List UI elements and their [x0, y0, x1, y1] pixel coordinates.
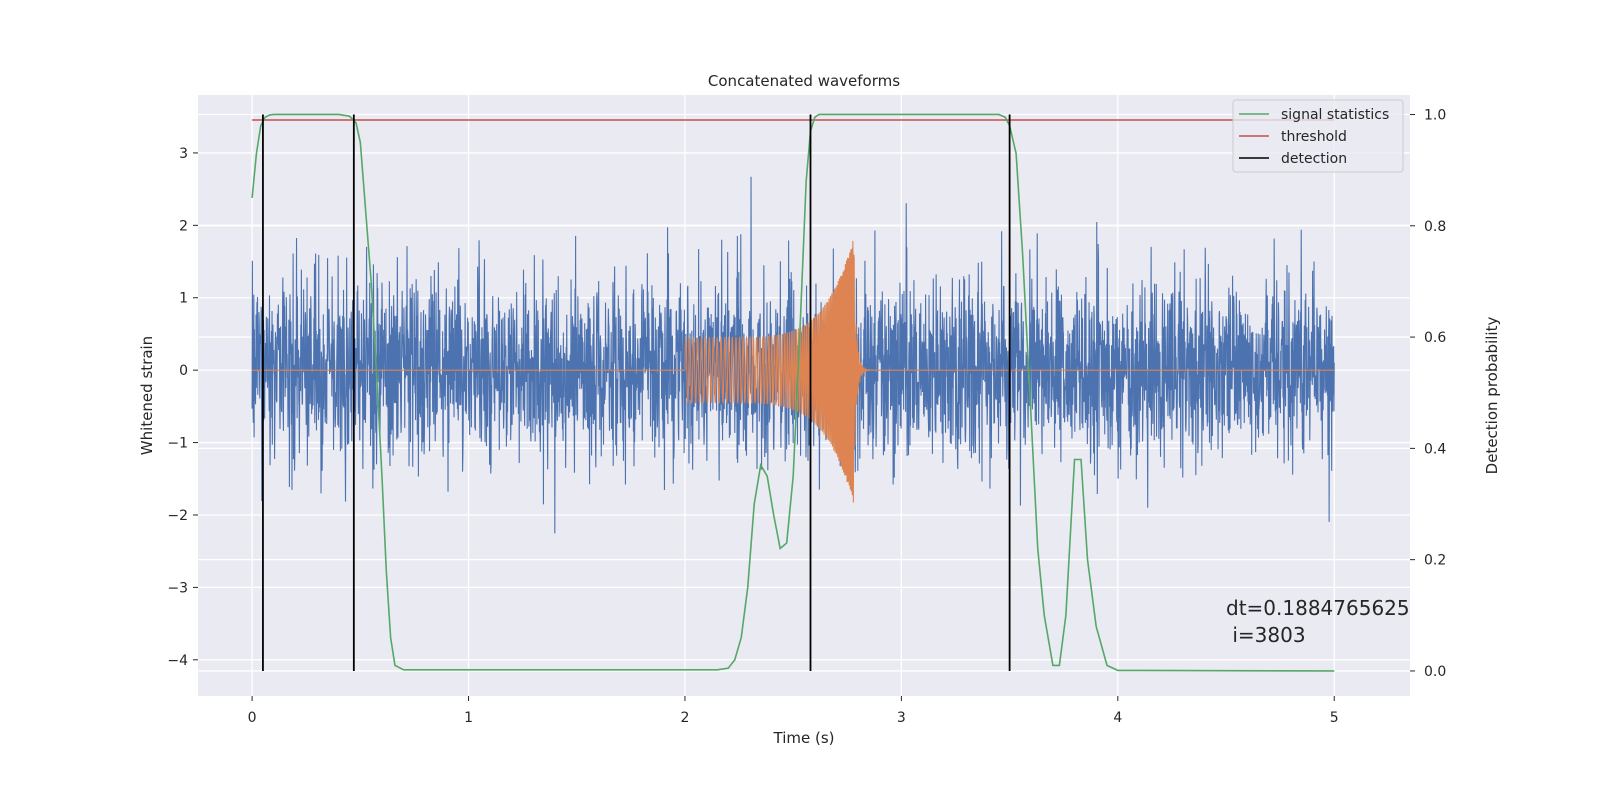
annotation-line: dt=0.1884765625 [1226, 596, 1410, 620]
y2-tick-label: 0.4 [1424, 441, 1446, 457]
y2-tick-label: 0.6 [1424, 330, 1446, 346]
y-tick-label: −2 [167, 508, 188, 524]
x-tick-label: 2 [681, 710, 690, 726]
y2-tick-label: 0.0 [1424, 664, 1446, 680]
y2-tick-label: 0.2 [1424, 553, 1446, 569]
series-injected-waveform [252, 240, 1335, 503]
series-whitened-strain [251, 176, 1335, 534]
y2-tick-label: 0.8 [1424, 219, 1446, 235]
x-tick-label: 1 [464, 710, 473, 726]
x-tick-label: 4 [1113, 710, 1122, 726]
legend-entry-detection: detection [1239, 151, 1347, 167]
plot-content [251, 113, 1335, 672]
y-tick-label: 0 [179, 363, 188, 379]
x-tick-label: 3 [897, 710, 906, 726]
y-tick-label: 2 [179, 218, 188, 234]
legend: signal statistics threshold detection [1232, 99, 1404, 173]
x-tick-label: 0 [248, 710, 257, 726]
annotation-line: i=3803 [1226, 623, 1306, 647]
y2-axis-label: Detection probability [1483, 317, 1501, 475]
x-tick-label: 5 [1330, 710, 1339, 726]
legend-label-signal-statistics: signal statistics [1281, 107, 1389, 123]
legend-label-detection: detection [1281, 151, 1347, 167]
y-tick-label: 1 [179, 291, 188, 307]
x-axis-label: Time (s) [773, 729, 835, 747]
y-axis-label: Whitened strain [138, 336, 156, 455]
y-tick-label: −3 [167, 580, 188, 596]
axis-ticks: 0 1 2 3 4 5 −4 −3 −2 −1 0 1 2 3 0.0 0.2 0.4 0.6 0.8 1.0 [167, 107, 1446, 726]
y-tick-label: −1 [167, 436, 188, 452]
legend-label-threshold: threshold [1281, 129, 1347, 145]
chart-title: Concatenated waveforms [708, 72, 900, 90]
legend-entry-threshold: threshold [1239, 129, 1347, 145]
legend-entry-signal-statistics: signal statistics [1239, 107, 1389, 123]
annotation-text: dt=0.1884765625 i=3803 [1226, 596, 1410, 647]
y-tick-label: 3 [179, 146, 188, 162]
legend-box [1232, 99, 1404, 173]
y-tick-label: −4 [167, 653, 188, 669]
y2-tick-label: 1.0 [1424, 107, 1446, 123]
series-signal-statistics [251, 113, 1335, 672]
